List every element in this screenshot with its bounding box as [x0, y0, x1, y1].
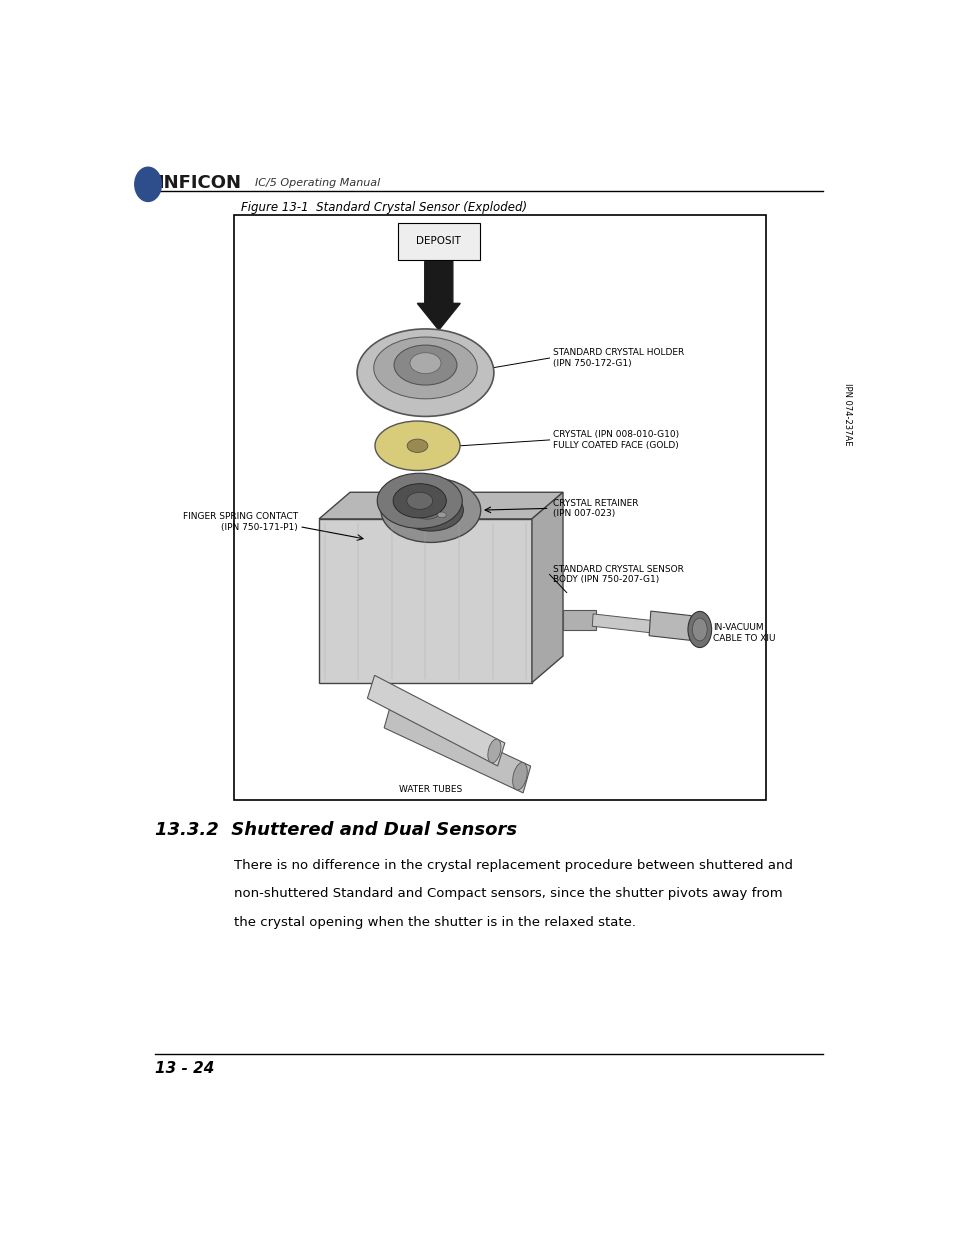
Ellipse shape [512, 762, 527, 790]
FancyBboxPatch shape [397, 222, 479, 259]
Polygon shape [318, 519, 532, 683]
Ellipse shape [376, 473, 462, 529]
Ellipse shape [687, 611, 711, 647]
Text: Figure 13-1  Standard Crystal Sensor (Exploded): Figure 13-1 Standard Crystal Sensor (Exp… [241, 201, 527, 215]
Text: 13 - 24: 13 - 24 [154, 1061, 213, 1076]
Text: the crystal opening when the shutter is in the relaxed state.: the crystal opening when the shutter is … [233, 915, 636, 929]
Ellipse shape [407, 440, 427, 452]
Circle shape [134, 167, 161, 201]
Ellipse shape [406, 493, 433, 509]
Polygon shape [367, 676, 504, 766]
Polygon shape [648, 611, 691, 640]
Text: IC/5 Operating Manual: IC/5 Operating Manual [254, 178, 379, 189]
Text: FINGER SPRING CONTACT
(IPN 750-171-P1): FINGER SPRING CONTACT (IPN 750-171-P1) [182, 513, 297, 531]
Text: non-shuttered Standard and Compact sensors, since the shutter pivots away from: non-shuttered Standard and Compact senso… [233, 887, 781, 900]
Ellipse shape [374, 337, 476, 399]
FancyArrow shape [416, 262, 459, 330]
Text: i: i [146, 178, 151, 191]
Ellipse shape [380, 478, 480, 542]
Ellipse shape [410, 353, 440, 374]
Text: DEPOSIT: DEPOSIT [416, 236, 460, 246]
Text: 13.3.2  Shuttered and Dual Sensors: 13.3.2 Shuttered and Dual Sensors [154, 820, 517, 839]
Polygon shape [384, 701, 530, 793]
Ellipse shape [393, 484, 446, 517]
Polygon shape [562, 610, 596, 630]
Text: INFICON: INFICON [157, 174, 241, 193]
Ellipse shape [356, 329, 494, 416]
Polygon shape [318, 493, 562, 519]
Text: There is no difference in the crystal replacement procedure between shuttered an: There is no difference in the crystal re… [233, 858, 792, 872]
Text: STANDARD CRYSTAL SENSOR
BODY (IPN 750-207-G1): STANDARD CRYSTAL SENSOR BODY (IPN 750-20… [553, 564, 683, 584]
Ellipse shape [487, 739, 500, 763]
Text: CRYSTAL (IPN 008-010-G10)
FULLY COATED FACE (GOLD): CRYSTAL (IPN 008-010-G10) FULLY COATED F… [553, 430, 679, 450]
Polygon shape [592, 614, 659, 634]
Ellipse shape [692, 618, 706, 641]
Polygon shape [532, 493, 562, 683]
Ellipse shape [437, 513, 446, 517]
Text: WATER TUBES: WATER TUBES [398, 785, 462, 794]
FancyBboxPatch shape [233, 215, 765, 799]
Text: IN-VACUUM
CABLE TO XIU: IN-VACUUM CABLE TO XIU [712, 624, 775, 642]
Text: STANDARD CRYSTAL HOLDER
(IPN 750-172-G1): STANDARD CRYSTAL HOLDER (IPN 750-172-G1) [553, 348, 684, 368]
Ellipse shape [397, 489, 463, 531]
Text: CRYSTAL RETAINER
(IPN 007-023): CRYSTAL RETAINER (IPN 007-023) [553, 499, 639, 517]
Ellipse shape [375, 421, 459, 471]
Ellipse shape [413, 501, 440, 519]
Ellipse shape [394, 345, 456, 385]
Text: IPN 074-237AE: IPN 074-237AE [842, 383, 851, 446]
